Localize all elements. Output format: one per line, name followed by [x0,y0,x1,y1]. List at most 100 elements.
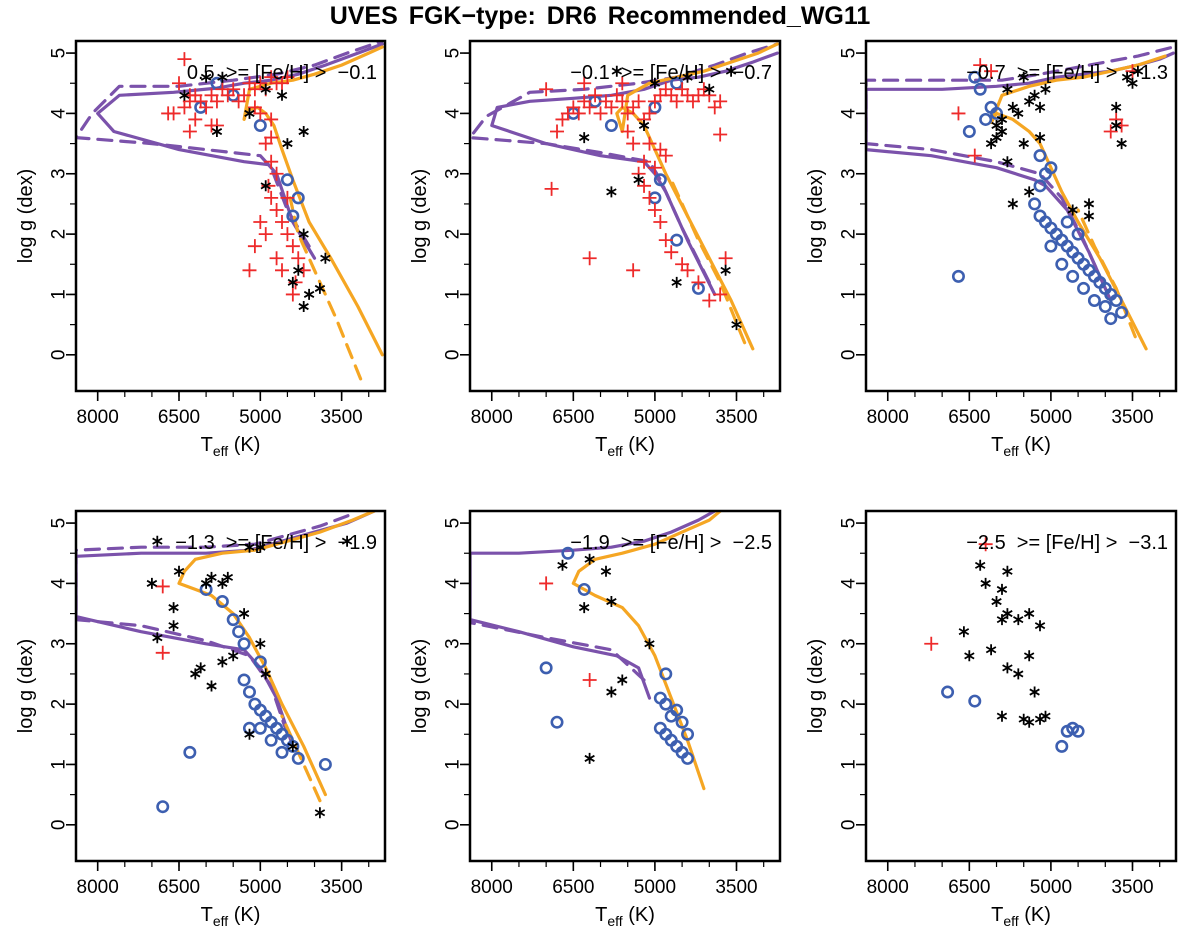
x-tick-label: 5000 [634,877,676,898]
x-tick-label: 8000 [471,877,513,898]
panel-label: −0.1 >= [Fe/H] > −0.7 [570,62,772,84]
data-point-cross [604,100,619,115]
data-point-asterisk [298,228,309,240]
isochrone-group [470,511,722,791]
data-point-asterisk [649,77,661,89]
x-tick-label: 5000 [239,877,281,898]
data-point-cross [209,94,224,109]
isochrone-purple-dashed [866,45,1175,290]
x-tick-label: 6500 [158,407,200,428]
y-tick-label: 0 [839,820,860,831]
data-point-asterisk [282,138,293,150]
data-point-circle [550,715,564,729]
data-point-cross [637,154,652,169]
data-point-asterisk [1127,77,1138,89]
data-point-cross [247,239,262,254]
plot-frame [468,509,782,863]
y-tick-label: 5 [49,48,70,59]
data-point-circle [653,691,667,705]
data-point-cross [582,251,597,266]
y-tick-label: 0 [839,350,860,361]
data-point-asterisk [1023,650,1035,662]
data-point-circle [1033,149,1047,163]
data-point-asterisk [211,126,223,137]
data-point-asterisk [1023,608,1035,620]
panel-label: −2.5 >= [Fe/H] > −3.1 [966,532,1168,554]
data-point-circle [1104,312,1118,326]
data-point-asterisk [173,565,185,577]
marker-group [161,52,331,312]
marker-group [924,537,1085,753]
y-tick-label: 0 [443,820,464,831]
data-point-cross [658,233,673,248]
data-point-asterisk [996,614,1008,626]
data-point-circle [1055,739,1069,753]
x-tick-label: 5000 [239,407,281,428]
panel-6: −2.5 >= [Fe/H] > −3.1 8000 6500 5000 3500 0 1 2… [805,509,1178,929]
data-point-cross [285,239,300,254]
data-point-asterisk [611,65,623,77]
data-point-asterisk [1018,138,1029,150]
data-point-asterisk [255,541,266,553]
data-point-asterisk [1121,71,1133,83]
data-point-cross [626,263,641,278]
data-point-asterisk [578,132,590,144]
y-tick-label: 2 [839,699,860,710]
data-point-asterisk [1040,710,1051,722]
data-point-cross [172,76,186,91]
data-point-circle [664,709,678,723]
data-point-asterisk [991,120,1002,131]
data-point-circle [1071,724,1085,738]
data-point-asterisk [974,559,986,571]
x-tick-label: 5000 [1030,877,1072,898]
panel-3: −0.7 >= [Fe/H] > −1.3 8000 6500 5000 3500 0 1 2… [805,39,1178,459]
marker-group [951,58,1144,326]
data-point-asterisk [217,71,228,83]
y-tick-label: 1 [443,289,464,300]
data-point-asterisk [1029,89,1040,101]
isochrone-orange-dashed [288,196,363,381]
data-point-asterisk [1013,614,1024,626]
data-point-cross [626,136,641,151]
data-point-cross [237,88,252,103]
y-axis-label: log g (dex) [15,169,37,264]
data-point-cross [642,190,657,205]
data-point-circle [1077,281,1091,295]
data-point-asterisk [1002,83,1013,95]
data-point-cross [291,251,306,266]
data-point-asterisk [298,126,309,137]
plot-frame [864,39,1178,393]
x-axis-label: Teff (K) [595,434,655,459]
data-point-cross [642,136,657,151]
y-tick-label: 4 [443,108,464,119]
y-axis-label: log g (dex) [15,639,37,734]
data-point-cross [182,124,197,139]
data-point-circle [990,106,1004,120]
x-tick-label: 3500 [715,877,757,898]
data-point-cross [550,124,565,139]
data-point-cross [658,148,673,163]
y-tick-label: 0 [49,350,70,361]
data-point-cross [978,537,993,552]
data-point-asterisk [206,571,217,583]
x-axis-label: Teff (K) [201,904,261,929]
data-point-asterisk [1110,120,1122,131]
data-point-asterisk [682,71,693,83]
data-point-circle [681,727,695,741]
data-point-asterisk [200,71,212,83]
data-point-asterisk [152,535,163,547]
y-tick-label: 4 [443,578,464,589]
plot-frame [74,39,387,393]
data-point-circle [941,685,955,699]
y-tick-label: 3 [49,168,70,179]
x-tick-label: 6500 [948,407,990,428]
panel-4: −1.3 >= [Fe/H] > −1.9 8000 6500 5000 3500 0 1 2… [15,509,387,929]
data-point-asterisk [1013,107,1024,119]
isochrone-group [76,511,376,803]
data-point-circle [215,595,229,609]
data-point-cross [253,215,268,230]
data-point-asterisk [958,626,970,638]
data-point-cross [582,100,597,115]
data-point-asterisk [980,577,991,589]
